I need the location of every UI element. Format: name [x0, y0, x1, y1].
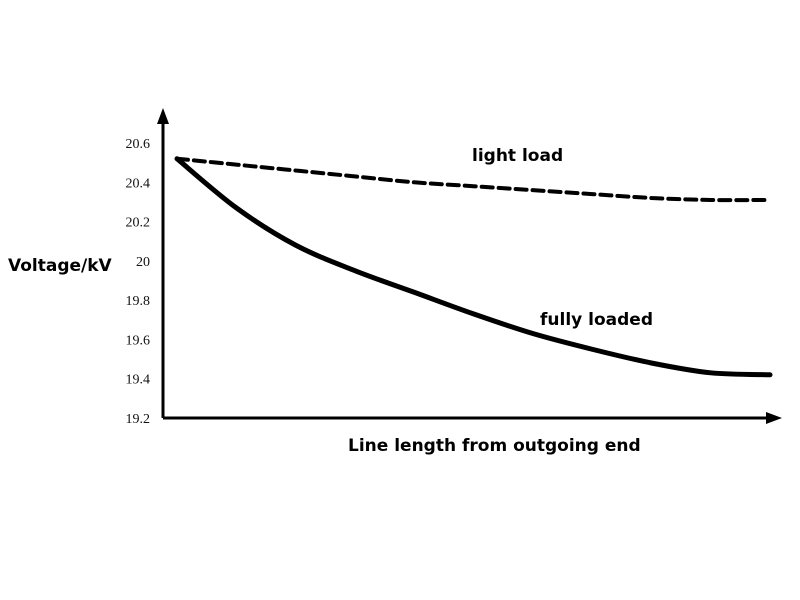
x-axis-label: Line length from outgoing end	[348, 436, 641, 456]
y-tick-label: 19.8	[126, 294, 151, 309]
y-tick-label: 20.2	[126, 216, 151, 231]
y-axis-arrow	[157, 108, 169, 124]
y-tick-label: 19.6	[126, 333, 151, 348]
y-tick-label: 19.4	[126, 373, 151, 388]
legend-fully-loaded: fully loaded	[540, 310, 653, 330]
y-tick-label: 19.2	[126, 412, 151, 427]
x-axis-arrow	[766, 412, 782, 424]
legend-light-load: light load	[472, 146, 563, 166]
y-tick-label: 20.6	[126, 137, 151, 152]
y-tick-label: 20	[136, 255, 150, 270]
y-axis-label: Voltage/kV	[8, 256, 113, 276]
series-line-light-load	[175, 156, 772, 203]
y-tick-label: 20.4	[126, 176, 151, 191]
series-line-fully-loaded	[174, 156, 773, 378]
